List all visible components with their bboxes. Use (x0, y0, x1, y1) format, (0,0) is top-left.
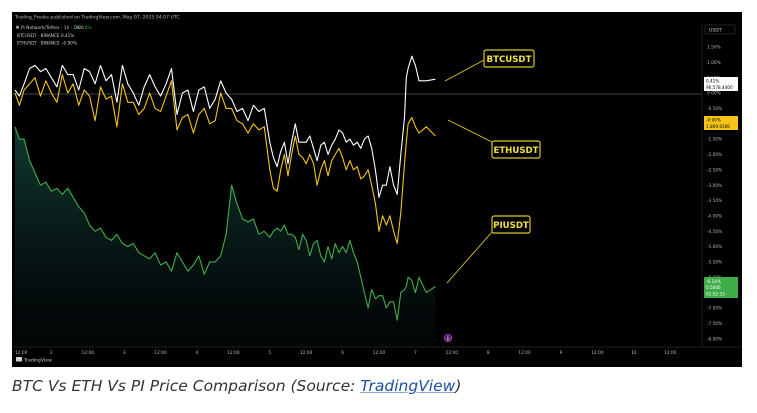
y-tick-label: -3.00% (707, 183, 722, 189)
btc-callout-box (483, 49, 535, 68)
btc-badge-price: 96,578.4400 (706, 85, 733, 90)
y-tick-label: -3.50% (707, 198, 722, 204)
legend-eth-change: -0.90% (62, 40, 77, 45)
currency-label-box (704, 24, 736, 35)
x-tick-label: 12:00 (373, 350, 386, 356)
x-tick-label: 12:00 (300, 350, 313, 356)
y-tick-label: -4.00% (707, 213, 722, 219)
y-tick-label: 0.00% (707, 91, 721, 97)
y-tick-label: -2.50% (707, 167, 722, 173)
chart-frame: Trading_Freaks published on TradingView.… (12, 12, 742, 367)
symbol-title: Pi Network/Tether · 1h · OKX (21, 25, 83, 31)
tradingview-brand-label: TradingView (23, 358, 52, 364)
tradingview-brand[interactable]: TradingView (16, 357, 52, 364)
y-tick-label: -4.50% (707, 229, 722, 235)
pi-series-area (15, 126, 436, 347)
pi-badge-bg (704, 277, 738, 298)
btc-price-badge: 0.41% 96,578.4400 (704, 77, 738, 91)
btc-callout: BTCUSDT (444, 49, 535, 82)
y-tick-label: -5.00% (707, 244, 722, 250)
ethusdt-series-line (14, 74, 436, 245)
piusdt-series-line (14, 126, 436, 321)
legend-item-btc[interactable]: BTCUSDT · BINANCE 0.41% (17, 33, 74, 38)
tradingview-source-link[interactable]: TradingView (360, 377, 456, 395)
y-tick-label: -1.50% (707, 137, 722, 143)
x-tick-label: 12:00 (154, 350, 167, 356)
legend-btc-symbol: BTCUSDT · BINANCE (17, 33, 60, 38)
pi-callout-box (491, 215, 531, 234)
x-tick-label: 12:00 (227, 350, 240, 356)
x-tick-label: 12:00 (664, 350, 677, 356)
eth-badge-price: 1,809.9100 (706, 124, 730, 129)
x-tick-label: 8 (487, 350, 490, 356)
eth-price-badge: -0.90% 1,809.9100 (704, 116, 738, 130)
y-tick-label: 1.50% (707, 45, 721, 51)
bitcoin-marker-icon (443, 333, 452, 342)
pi-callout: PIUSDT (446, 215, 531, 284)
btcusdt-series-line (14, 55, 436, 198)
x-tick-label: 4 (196, 350, 199, 356)
x-tick-label: 12:00 (518, 350, 531, 356)
pi-badge-price: 0.5806 (706, 285, 721, 290)
btc-badge-bg (704, 77, 738, 91)
tradingview-logo-icon (16, 357, 22, 362)
pi-badge-pct: -6.14% (706, 279, 721, 284)
legend-btc-change: 0.41% (61, 33, 74, 38)
x-tick-label: 10 (631, 350, 637, 356)
y-tick-label: -2.00% (707, 152, 722, 158)
x-tick-label: 6 (341, 350, 344, 356)
y-tick-label: -5.50% (707, 260, 722, 266)
y-tick-label: -7.50% (707, 321, 722, 327)
figure-caption: BTC Vs ETH Vs PI Price Comparison (Sourc… (12, 377, 461, 395)
legend-item-eth[interactable]: ETHUSDT · BINANCE -0.90% (17, 40, 77, 45)
y-tick-label: -8.00% (707, 336, 722, 342)
btc-callout-pointer (444, 59, 485, 82)
currency-label: USDT (709, 28, 722, 34)
symbol-change: -6.14% (76, 25, 92, 31)
x-tick-label: 12:00 (15, 350, 28, 356)
x-tick-label: 2 (50, 350, 53, 356)
pi-callout-label: PIUSDT (493, 221, 529, 231)
eth-callout: ETHUSDT (447, 119, 541, 159)
series-layer (14, 55, 436, 321)
eth-callout-pointer (447, 119, 493, 143)
y-tick-label: 1.00% (707, 60, 721, 66)
btc-callout-label: BTCUSDT (487, 55, 532, 65)
eth-badge-bg (704, 116, 738, 130)
eth-callout-label: ETHUSDT (493, 146, 538, 156)
x-tick-label: 12:00 (446, 350, 459, 356)
y-tick-label: -7.00% (707, 306, 722, 312)
legend: BTCUSDT · BINANCE 0.41% ETHUSDT · BINANC… (17, 33, 77, 46)
bitcoin-marker-glyph: ₿ (446, 335, 450, 342)
x-tick-label: 3 (123, 350, 126, 356)
x-tick-label: 7 (414, 350, 417, 356)
symbol-header: Pi Network/Tether · 1h · OKX -6.14% (16, 25, 92, 31)
eth-callout-box (491, 140, 541, 159)
x-axis-ticks: 12:00 2 12:00 3 12:00 4 12:00 5 12:00 6 12:00 7 12:0… (15, 350, 677, 356)
x-tick-label: 12:00 (591, 350, 604, 356)
btc-badge-pct: 0.41% (706, 79, 719, 84)
caption-text: BTC Vs ETH Vs PI Price Comparison (Sourc… (12, 377, 361, 395)
caption-suffix: ) (455, 377, 462, 395)
symbol-dot-icon (16, 25, 19, 29)
comparison-chart: Trading_Freaks published on TradingView.… (12, 15, 742, 364)
x-tick-label: 9 (560, 350, 563, 356)
pi-badge-countdown: 01:52:33 (706, 292, 725, 297)
pi-price-badge: -6.14% 0.5806 01:52:33 (704, 277, 738, 298)
x-tick-label: 5 (268, 350, 271, 356)
x-tick-label: 12:00 (82, 350, 95, 356)
bitcoin-marker[interactable]: ₿ (443, 333, 452, 342)
pi-callout-pointer (446, 231, 493, 284)
legend-eth-symbol: ETHUSDT · BINANCE (17, 40, 60, 45)
y-tick-label: -0.50% (707, 106, 722, 112)
eth-badge-pct: -0.90% (706, 118, 721, 123)
publisher-line: Trading_Freaks published on TradingView.… (14, 15, 180, 21)
